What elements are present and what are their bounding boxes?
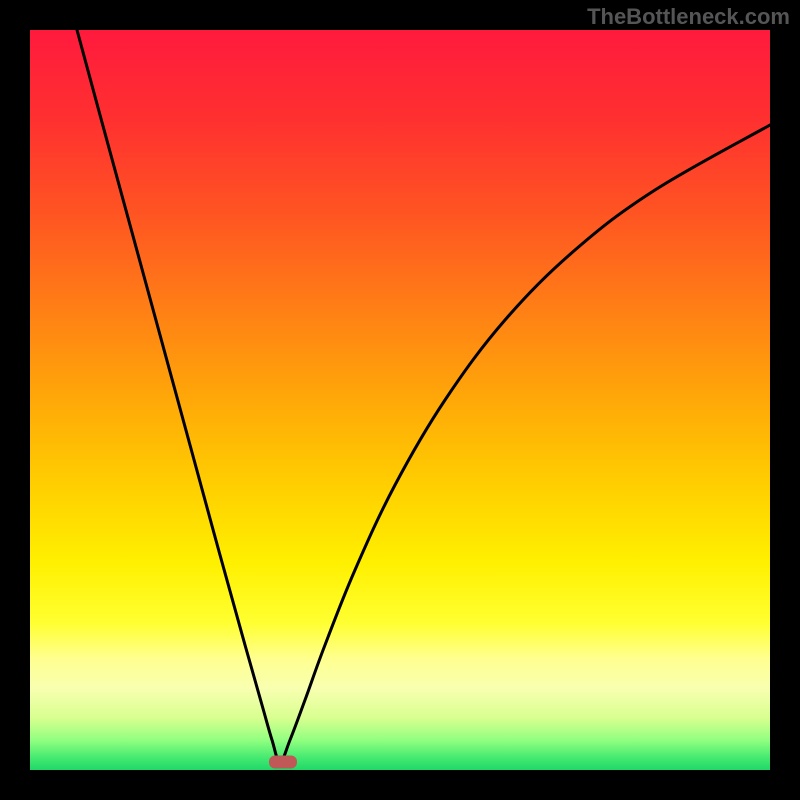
- chart-container: TheBottleneck.com: [0, 0, 800, 800]
- bottleneck-curve-chart: [0, 0, 800, 800]
- minimum-marker: [269, 756, 297, 769]
- chart-gradient-background: [30, 30, 770, 770]
- watermark-text: TheBottleneck.com: [587, 4, 790, 30]
